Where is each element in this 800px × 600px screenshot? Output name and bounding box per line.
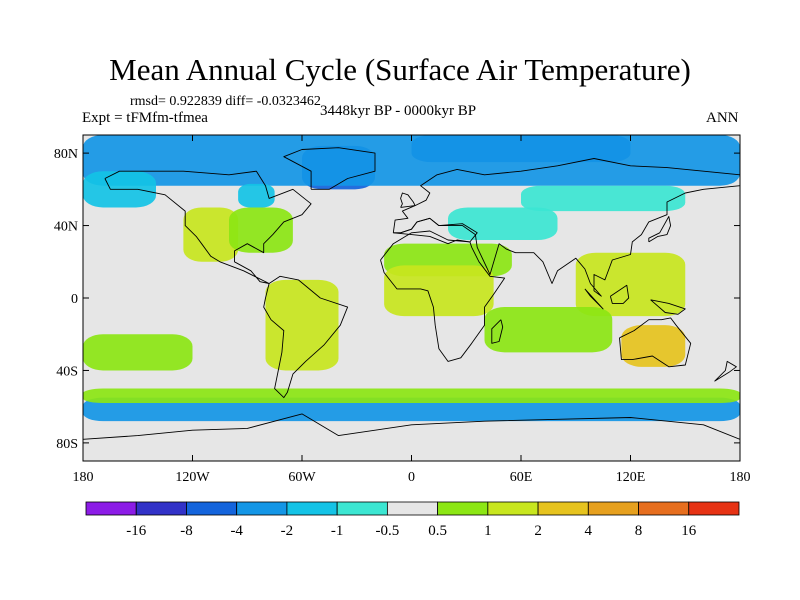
coastline [650,299,686,315]
colorbar-swatch [537,501,589,516]
field-region [229,207,293,253]
colorbar-label: -16 [126,523,146,539]
colorbar-swatch [437,501,489,516]
colorbar-swatch [236,501,288,516]
colorbar: -16 -8 -4 -2 -1 -0.5 0.5 1 2 4 8 16 [85,501,740,539]
colorbar-swatch [135,501,187,516]
field-region [183,207,239,262]
colorbar-swatch [638,501,690,516]
field-region [83,397,740,422]
colorbar-label: 16 [681,523,697,539]
colorbar-label: 2 [534,523,542,539]
y-tick-label: 80N [54,147,78,162]
colorbar-swatch [487,501,539,516]
axis-layer: 180 120W 60W 0 60E 120E 180 80N 40N 0 40S 80S [54,135,751,485]
y-tick-label: 40S [56,364,78,379]
colorbar-swatch [587,501,639,516]
colorbar-label: -1 [331,523,344,539]
y-tick-label: 0 [71,292,78,307]
coastline [584,288,604,310]
colorbar-swatch [336,501,388,516]
coastline [714,360,737,382]
coastline [104,170,312,284]
field-region [83,334,193,371]
x-tick-label: 60E [510,470,533,485]
coastline [400,192,416,208]
colorbar-label: -0.5 [376,523,400,539]
field-region [448,207,558,241]
colorbar-label: -2 [281,523,294,539]
field-region [621,325,686,367]
y-tick-label: 80S [56,437,78,452]
colorbar-swatch [688,501,740,516]
colorbar-label: 1 [484,523,492,539]
x-tick-label: 120W [175,470,210,485]
colorbar-swatch [286,501,338,516]
season-label: ANN [706,110,739,126]
colorbar-label: 8 [635,523,643,539]
colorbar-label: -4 [230,523,243,539]
coastline [609,284,630,304]
field-region [384,265,494,317]
coastline [648,216,672,243]
field-region [521,185,686,212]
colorbar-label: -8 [180,523,193,539]
period-label: 3448kyr BP - 0000kyr BP [320,103,477,119]
x-tick-label: 180 [73,470,94,485]
colorbar-label: 4 [585,523,593,539]
x-tick-label: 120E [616,470,646,485]
y-tick-label: 40N [54,220,78,235]
colorbar-swatch [386,501,439,516]
coastline [392,158,740,297]
coastline-layer [83,147,740,440]
field-region [575,252,686,317]
x-tick-label: 60W [288,470,316,485]
chart-title: Mean Annual Cycle (Surface Air Temperatu… [109,52,691,87]
colorbar-swatch [85,501,137,516]
stats-text: rmsd= 0.922839 diff= -0.0323462 [130,94,321,109]
field-region [484,307,613,353]
colorbar-swatch [186,501,238,516]
x-tick-label: 0 [408,470,415,485]
field-region [83,388,740,404]
x-tick-label: 180 [730,470,751,485]
field-region [83,135,740,186]
map-layer [83,135,740,461]
colorbar-label: 0.5 [428,523,447,539]
coastline [283,147,376,190]
field-region [265,279,339,371]
coastline [619,317,692,368]
coastline [83,413,740,440]
coastline [263,275,349,399]
coastline [491,319,504,344]
coastline [380,230,506,362]
experiment-label: Expt = tFMfm-tfmea [82,110,208,126]
field-region [238,183,275,208]
